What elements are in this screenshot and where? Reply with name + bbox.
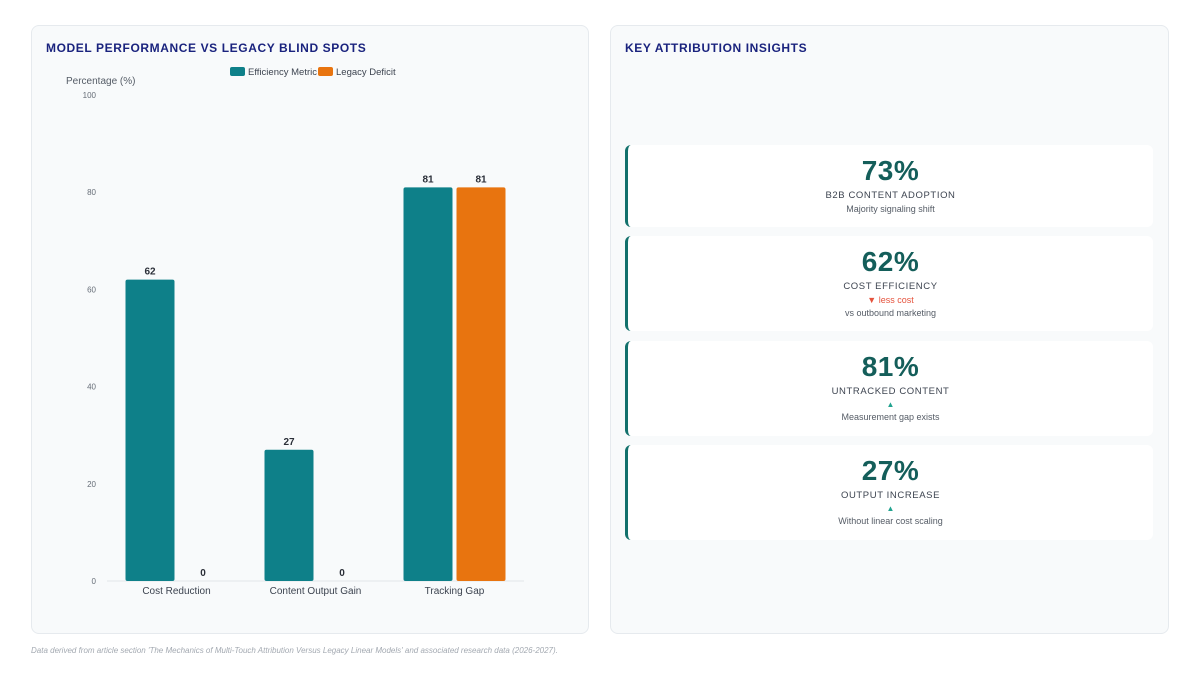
chart-panel: MODEL PERFORMANCE VS LEGACY BLIND SPOTS …	[31, 25, 589, 634]
insight-label: OUTPUT INCREASE	[840, 490, 941, 501]
bar-value-label: 81	[422, 174, 434, 185]
legend-label-0: Efficiency Metric	[248, 67, 317, 78]
insight-value: 27%	[861, 455, 920, 486]
up-arrow-icon: ▲	[886, 504, 895, 513]
insight-card-cost-efficiency: 62% COST EFFICIENCY ▼ less cost vs outbo…	[625, 236, 1153, 331]
y-tick-label: 100	[83, 91, 97, 100]
bar-legacy-2	[456, 187, 506, 581]
x-category-label: Content Output Gain	[270, 586, 362, 597]
down-arrow-indicator: ▼ less cost	[867, 295, 914, 305]
legend-swatch-1	[318, 67, 333, 76]
legend-label-1: Legacy Deficit	[336, 67, 396, 78]
insight-value: 81%	[861, 351, 920, 382]
insight-label: B2B CONTENT ADOPTION	[825, 190, 956, 201]
bar-value-label: 62	[144, 267, 156, 278]
bar-efficiency-2	[403, 187, 453, 581]
insight-card-adoption: 73% B2B CONTENT ADOPTION Majority signal…	[625, 145, 1153, 227]
bar-chart: Percentage (%) 0 20 40 60 80 100 Efficiency Met…	[66, 67, 524, 597]
chart-title: MODEL PERFORMANCE VS LEGACY BLIND SPOTS	[46, 41, 367, 55]
insight-card-untracked: 81% UNTRACKED CONTENT ▲ Measurement gap …	[625, 341, 1153, 436]
y-tick-label: 20	[87, 480, 96, 489]
insight-card-output: 27% OUTPUT INCREASE ▲ Without linear cos…	[625, 445, 1153, 540]
bar-value-label: 27	[283, 437, 295, 448]
insight-value: 62%	[861, 246, 920, 277]
y-axis-label: Percentage (%)	[66, 76, 135, 87]
insight-subtext: vs outbound marketing	[844, 308, 937, 318]
insight-subtext: Measurement gap exists	[841, 412, 940, 422]
y-tick-label: 80	[87, 188, 96, 197]
x-category-label: Cost Reduction	[142, 586, 210, 597]
insight-label: COST EFFICIENCY	[843, 281, 938, 292]
y-tick-label: 0	[92, 577, 97, 586]
bar-efficiency-0	[125, 279, 175, 581]
y-tick-label: 60	[87, 285, 96, 294]
bar-value-label: 0	[339, 568, 345, 579]
insights-panel: KEY ATTRIBUTION INSIGHTS 73% B2B CONTENT…	[610, 25, 1169, 634]
y-tick-label: 40	[87, 383, 96, 392]
insights-title: KEY ATTRIBUTION INSIGHTS	[625, 41, 808, 55]
bar-efficiency-1	[264, 449, 314, 581]
insight-label: UNTRACKED CONTENT	[831, 386, 950, 397]
insight-subtext: Majority signaling shift	[846, 204, 935, 214]
up-arrow-icon: ▲	[886, 400, 895, 409]
insight-subtext: Without linear cost scaling	[838, 516, 943, 526]
x-category-label: Tracking Gap	[425, 586, 485, 597]
source-footnote: Data derived from article section 'The M…	[31, 646, 558, 655]
legend-swatch-0	[230, 67, 245, 76]
insight-value: 73%	[861, 155, 920, 186]
bar-value-label: 81	[475, 174, 487, 185]
bar-value-label: 0	[200, 568, 206, 579]
